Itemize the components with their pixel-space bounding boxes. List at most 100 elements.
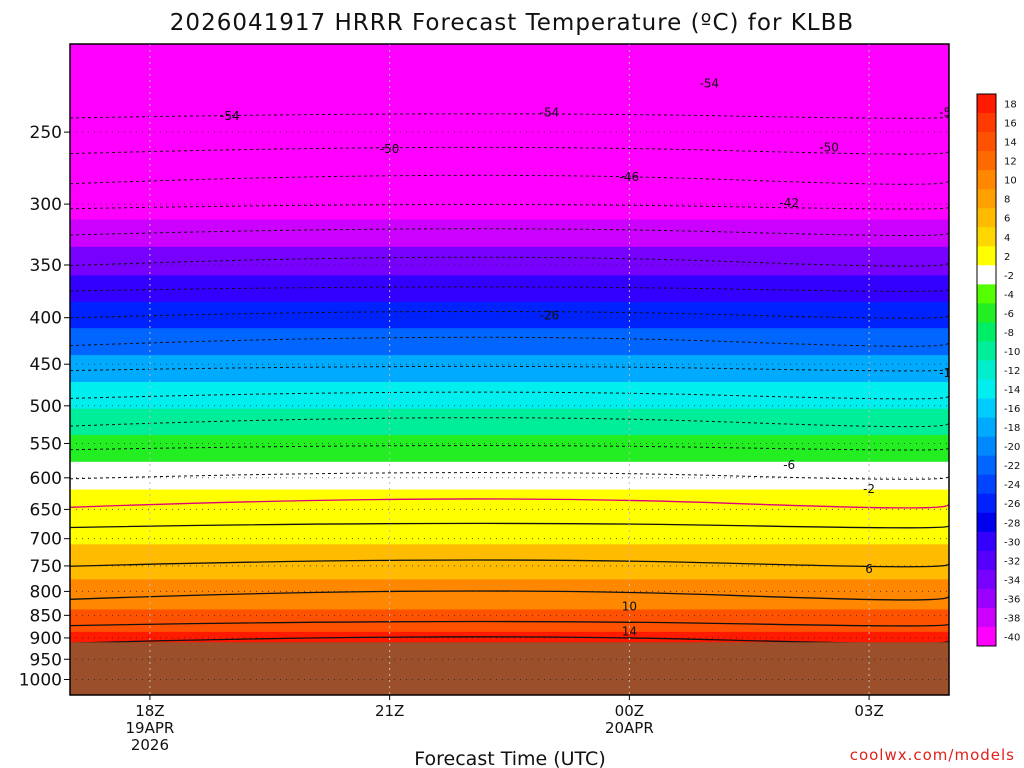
- colorbar-swatch: [977, 512, 996, 533]
- colorbar-swatch: [977, 189, 996, 209]
- y-tick-label: 800: [30, 582, 62, 602]
- y-tick-label: 600: [30, 469, 62, 489]
- contour-label: -54: [220, 109, 240, 123]
- temperature-band: [70, 461, 949, 491]
- temperature-band: [70, 355, 949, 383]
- contour-label: -18: [939, 366, 959, 380]
- isotherm-line: [70, 174, 949, 185]
- isotherm-line: [70, 590, 949, 601]
- x-tick-year: 2026: [131, 736, 169, 754]
- colorbar-label: -20: [1004, 442, 1020, 453]
- x-tick-date: 20APR: [605, 719, 654, 737]
- colorbar-swatch: [977, 474, 996, 495]
- contour-label: -2: [863, 482, 875, 496]
- x-axis-ticks: 18Z19APR202621Z00Z20APR03Z06Z09Z: [125, 695, 884, 754]
- colorbar-swatch: [977, 626, 996, 647]
- temperature-bands: [70, 44, 949, 643]
- temperature-band: [70, 301, 949, 329]
- colorbar-swatch: [977, 341, 996, 361]
- contour-label: -42: [779, 196, 799, 210]
- x-tick-label: 00Z: [615, 702, 644, 720]
- y-tick-label: 850: [30, 606, 62, 626]
- y-tick-label: 550: [30, 434, 62, 454]
- colorbar-label: -28: [1004, 518, 1020, 529]
- colorbar-label: -22: [1004, 461, 1020, 472]
- isotherm-line: [70, 256, 949, 267]
- colorbar-label: -14: [1004, 385, 1020, 396]
- contour-labels: -54-54-54-54-50-50-46-42-42-38-34-30-26-…: [220, 76, 1024, 639]
- colorbar-swatch: [977, 417, 996, 438]
- colorbar-label: 2: [1004, 252, 1010, 263]
- y-tick-label: 500: [30, 397, 62, 417]
- colorbar-label: 6: [1004, 214, 1010, 225]
- contour-label: -6: [783, 458, 795, 472]
- isotherm-line: [70, 522, 949, 529]
- colorbar-label: -4: [1004, 290, 1014, 301]
- temperature-band: [70, 193, 949, 220]
- colorbar-label: -16: [1004, 404, 1020, 415]
- x-tick-label: 21Z: [375, 702, 404, 720]
- colorbar-label: 14: [1004, 138, 1017, 149]
- contour-label: -50: [380, 142, 400, 156]
- colorbar-swatch: [977, 436, 996, 457]
- contour-label: -54: [939, 106, 959, 120]
- colorbar-label: -6: [1004, 309, 1014, 320]
- colorbar-swatch: [977, 379, 996, 399]
- y-tick-label: 350: [30, 256, 62, 276]
- colorbar-swatch: [977, 284, 996, 304]
- y-tick-label: 250: [30, 123, 62, 143]
- contour-label: -26: [540, 309, 560, 323]
- colorbar-swatch: [977, 588, 996, 609]
- y-tick-label: 900: [30, 629, 62, 649]
- credit-link[interactable]: coolwx.com/models: [850, 746, 1015, 764]
- contour-label: -34: [1019, 251, 1024, 265]
- plot-area: -54-54-54-54-50-50-46-42-42-38-34-30-26-…: [70, 44, 1024, 695]
- contour-label: 14: [622, 625, 637, 639]
- colorbar-swatch: [977, 113, 996, 133]
- colorbar-label: -30: [1004, 537, 1020, 548]
- colorbar-label: -18: [1004, 423, 1020, 434]
- colorbar-label: -2: [1004, 271, 1014, 282]
- temperature-band: [70, 381, 949, 410]
- contour-label: -50: [819, 141, 839, 155]
- y-tick-label: 450: [30, 355, 62, 375]
- colorbar-label: 10: [1004, 176, 1017, 187]
- isotherm-line: [70, 417, 949, 428]
- colorbar-swatch: [977, 246, 996, 266]
- isotherm-line: [70, 498, 949, 509]
- contour-label: 10: [622, 599, 637, 613]
- colorbar-swatch: [977, 303, 996, 323]
- isotherm-line: [70, 336, 949, 347]
- isotherm-line: [70, 228, 949, 237]
- isotherm-line: [70, 472, 949, 480]
- colorbar-swatch: [977, 493, 996, 514]
- temperature-band: [70, 514, 949, 545]
- x-tick-label: 03Z: [854, 702, 883, 720]
- isotherm-line: [70, 620, 949, 627]
- y-tick-label: 700: [30, 530, 62, 550]
- colorbar-swatch: [977, 607, 996, 628]
- colorbar-label: -40: [1004, 632, 1020, 643]
- grid-lines: [70, 44, 949, 695]
- colorbar-label: -36: [1004, 594, 1020, 605]
- contour-label: -54: [540, 106, 560, 120]
- colorbar-swatch: [977, 569, 996, 590]
- colorbar-swatch: [977, 208, 996, 228]
- colorbar-label: -34: [1004, 575, 1020, 586]
- colorbar-swatch: [977, 531, 996, 552]
- colorbar-label: -24: [1004, 480, 1020, 491]
- temperature-band: [70, 275, 949, 303]
- colorbar-label: 4: [1004, 233, 1010, 244]
- x-tick-date: 19APR: [125, 719, 174, 737]
- y-tick-label: 750: [30, 557, 62, 577]
- temperature-band: [70, 219, 949, 248]
- colorbar-label: 16: [1004, 119, 1017, 130]
- isotherm-line: [70, 391, 949, 400]
- chart-title: 2026041917 HRRR Forecast Temperature (ºC…: [170, 10, 854, 36]
- colorbar-label: -8: [1004, 328, 1014, 339]
- colorbar-label: -26: [1004, 499, 1020, 510]
- y-tick-label: 950: [30, 650, 62, 670]
- colorbar-label: 12: [1004, 157, 1017, 168]
- colorbar-swatch: [977, 132, 996, 152]
